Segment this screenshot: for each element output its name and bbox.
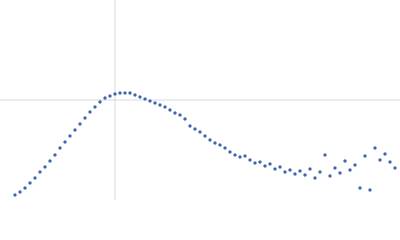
point (178, 113, 182, 117)
point (138, 95, 142, 99)
point (183, 117, 187, 121)
point (48, 159, 52, 163)
point (293, 172, 297, 176)
point (208, 138, 212, 142)
point (233, 153, 237, 157)
point (323, 153, 327, 157)
point (228, 150, 232, 154)
point (348, 168, 352, 172)
point (318, 170, 322, 174)
chart (0, 0, 400, 200)
point (288, 168, 292, 172)
point (68, 134, 72, 138)
point (173, 111, 177, 115)
point (243, 154, 247, 158)
point (33, 176, 37, 180)
point (333, 166, 337, 170)
point (248, 158, 252, 162)
point (308, 167, 312, 171)
point (338, 171, 342, 175)
point (153, 101, 157, 105)
point (373, 146, 377, 150)
point (353, 163, 357, 167)
point (98, 100, 102, 104)
point (38, 170, 42, 174)
point (198, 130, 202, 134)
point (238, 155, 242, 159)
point (328, 174, 332, 178)
point (78, 122, 82, 126)
point (258, 160, 262, 164)
point (128, 91, 132, 95)
point (28, 181, 32, 185)
point (253, 161, 257, 165)
point (93, 105, 97, 109)
point (58, 146, 62, 150)
point (63, 140, 67, 144)
point (388, 160, 392, 164)
point (113, 92, 117, 96)
point (363, 154, 367, 158)
point (118, 91, 122, 95)
point (88, 110, 92, 114)
point (13, 193, 17, 197)
point (223, 146, 227, 150)
point (133, 93, 137, 97)
point (383, 152, 387, 156)
point (83, 116, 87, 120)
point (203, 134, 207, 138)
point (393, 166, 397, 170)
point (268, 162, 272, 166)
point (313, 176, 317, 180)
point (53, 153, 57, 157)
point (298, 169, 302, 173)
point (108, 94, 112, 98)
point (303, 173, 307, 177)
point (143, 97, 147, 101)
point (378, 158, 382, 162)
point (168, 108, 172, 112)
point (158, 103, 162, 107)
point (213, 141, 217, 145)
point (263, 164, 267, 168)
point (188, 124, 192, 128)
point (273, 167, 277, 171)
point (193, 127, 197, 131)
point (73, 128, 77, 132)
point (358, 186, 362, 190)
point (43, 165, 47, 169)
point (123, 91, 127, 95)
point (343, 159, 347, 163)
point (18, 190, 22, 194)
point (283, 170, 287, 174)
point (148, 99, 152, 103)
point (23, 186, 27, 190)
point (278, 165, 282, 169)
point (103, 96, 107, 100)
point (368, 188, 372, 192)
point (218, 143, 222, 147)
point (163, 105, 167, 109)
